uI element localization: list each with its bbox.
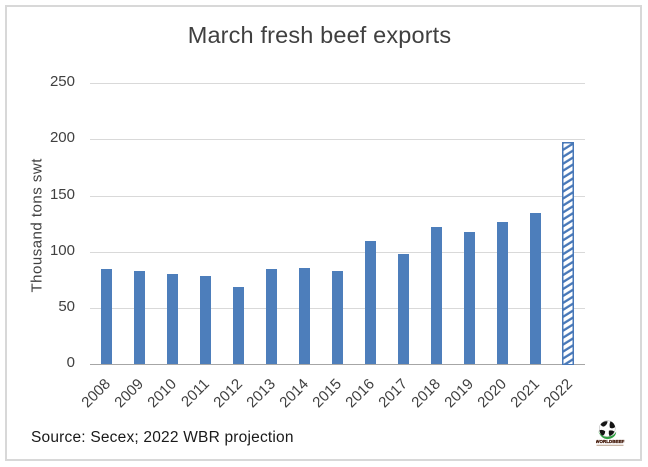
svg-text:WORLDBEEF: WORLDBEEF — [596, 439, 625, 444]
